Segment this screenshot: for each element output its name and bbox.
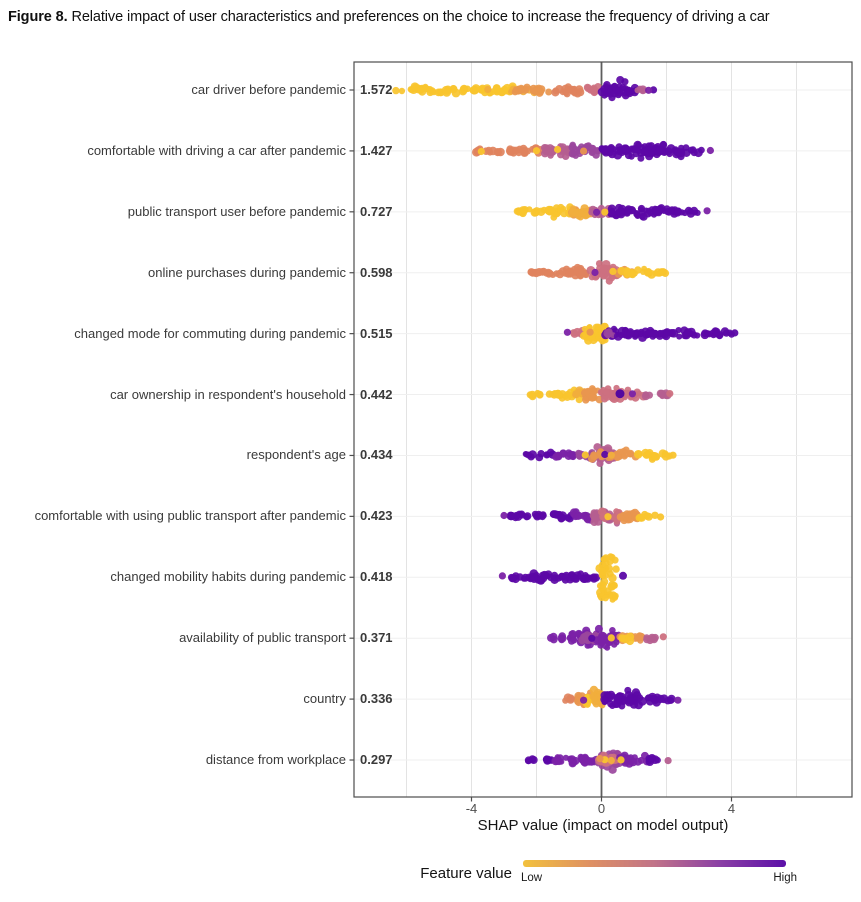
importance-value: 0.371	[360, 630, 393, 646]
importance-value: 0.336	[360, 691, 393, 707]
feature-label: changed mode for commuting during pandem…	[74, 325, 346, 341]
importance-value: 1.427	[360, 142, 393, 158]
x-axis-title: SHAP value (impact on model output)	[477, 817, 729, 834]
importance-value: 0.598	[360, 264, 393, 280]
importance-value: 1.572	[360, 82, 393, 97]
feature-label: online purchases during pandemic	[147, 264, 346, 280]
feature-label: comfortable with using public transport …	[34, 508, 346, 524]
importance-value: 0.434	[360, 447, 393, 463]
figure-caption-text: Relative impact of user characteristics …	[67, 9, 770, 25]
feature-label: car ownership in respondent's household	[110, 386, 346, 402]
legend-title: Feature value	[420, 865, 512, 882]
figure-caption: Figure 8. Relative impact of user charac…	[8, 9, 770, 25]
importance-value: 0.515	[360, 325, 393, 341]
importance-value: 0.727	[360, 203, 393, 219]
importance-value: 0.442	[360, 386, 393, 402]
feature-label: car driver before pandemic	[191, 82, 346, 97]
legend-low-label: Low	[521, 872, 543, 884]
figure-number: Figure 8.	[8, 9, 68, 25]
x-tick-label: 0	[597, 801, 606, 816]
feature-label: availability of public transport	[179, 630, 346, 646]
legend-gradient-bar	[523, 860, 786, 867]
feature-label: public transport user before pandemic	[127, 203, 346, 219]
x-tick-label: -4	[465, 801, 478, 816]
feature-value-legend: Feature value Low High	[0, 855, 861, 895]
x-tick-label: 4	[727, 801, 736, 816]
importance-value: 0.423	[360, 508, 393, 524]
feature-label: respondent's age	[246, 447, 346, 463]
feature-label: distance from workplace	[205, 752, 346, 767]
feature-label: comfortable with driving a car after pan…	[87, 142, 346, 158]
importance-value: 0.297	[360, 752, 393, 767]
feature-label: country	[303, 691, 346, 707]
importance-value: 0.418	[360, 569, 393, 585]
feature-label: changed mobility habits during pandemic	[110, 569, 346, 585]
legend-high-label: High	[773, 872, 797, 884]
